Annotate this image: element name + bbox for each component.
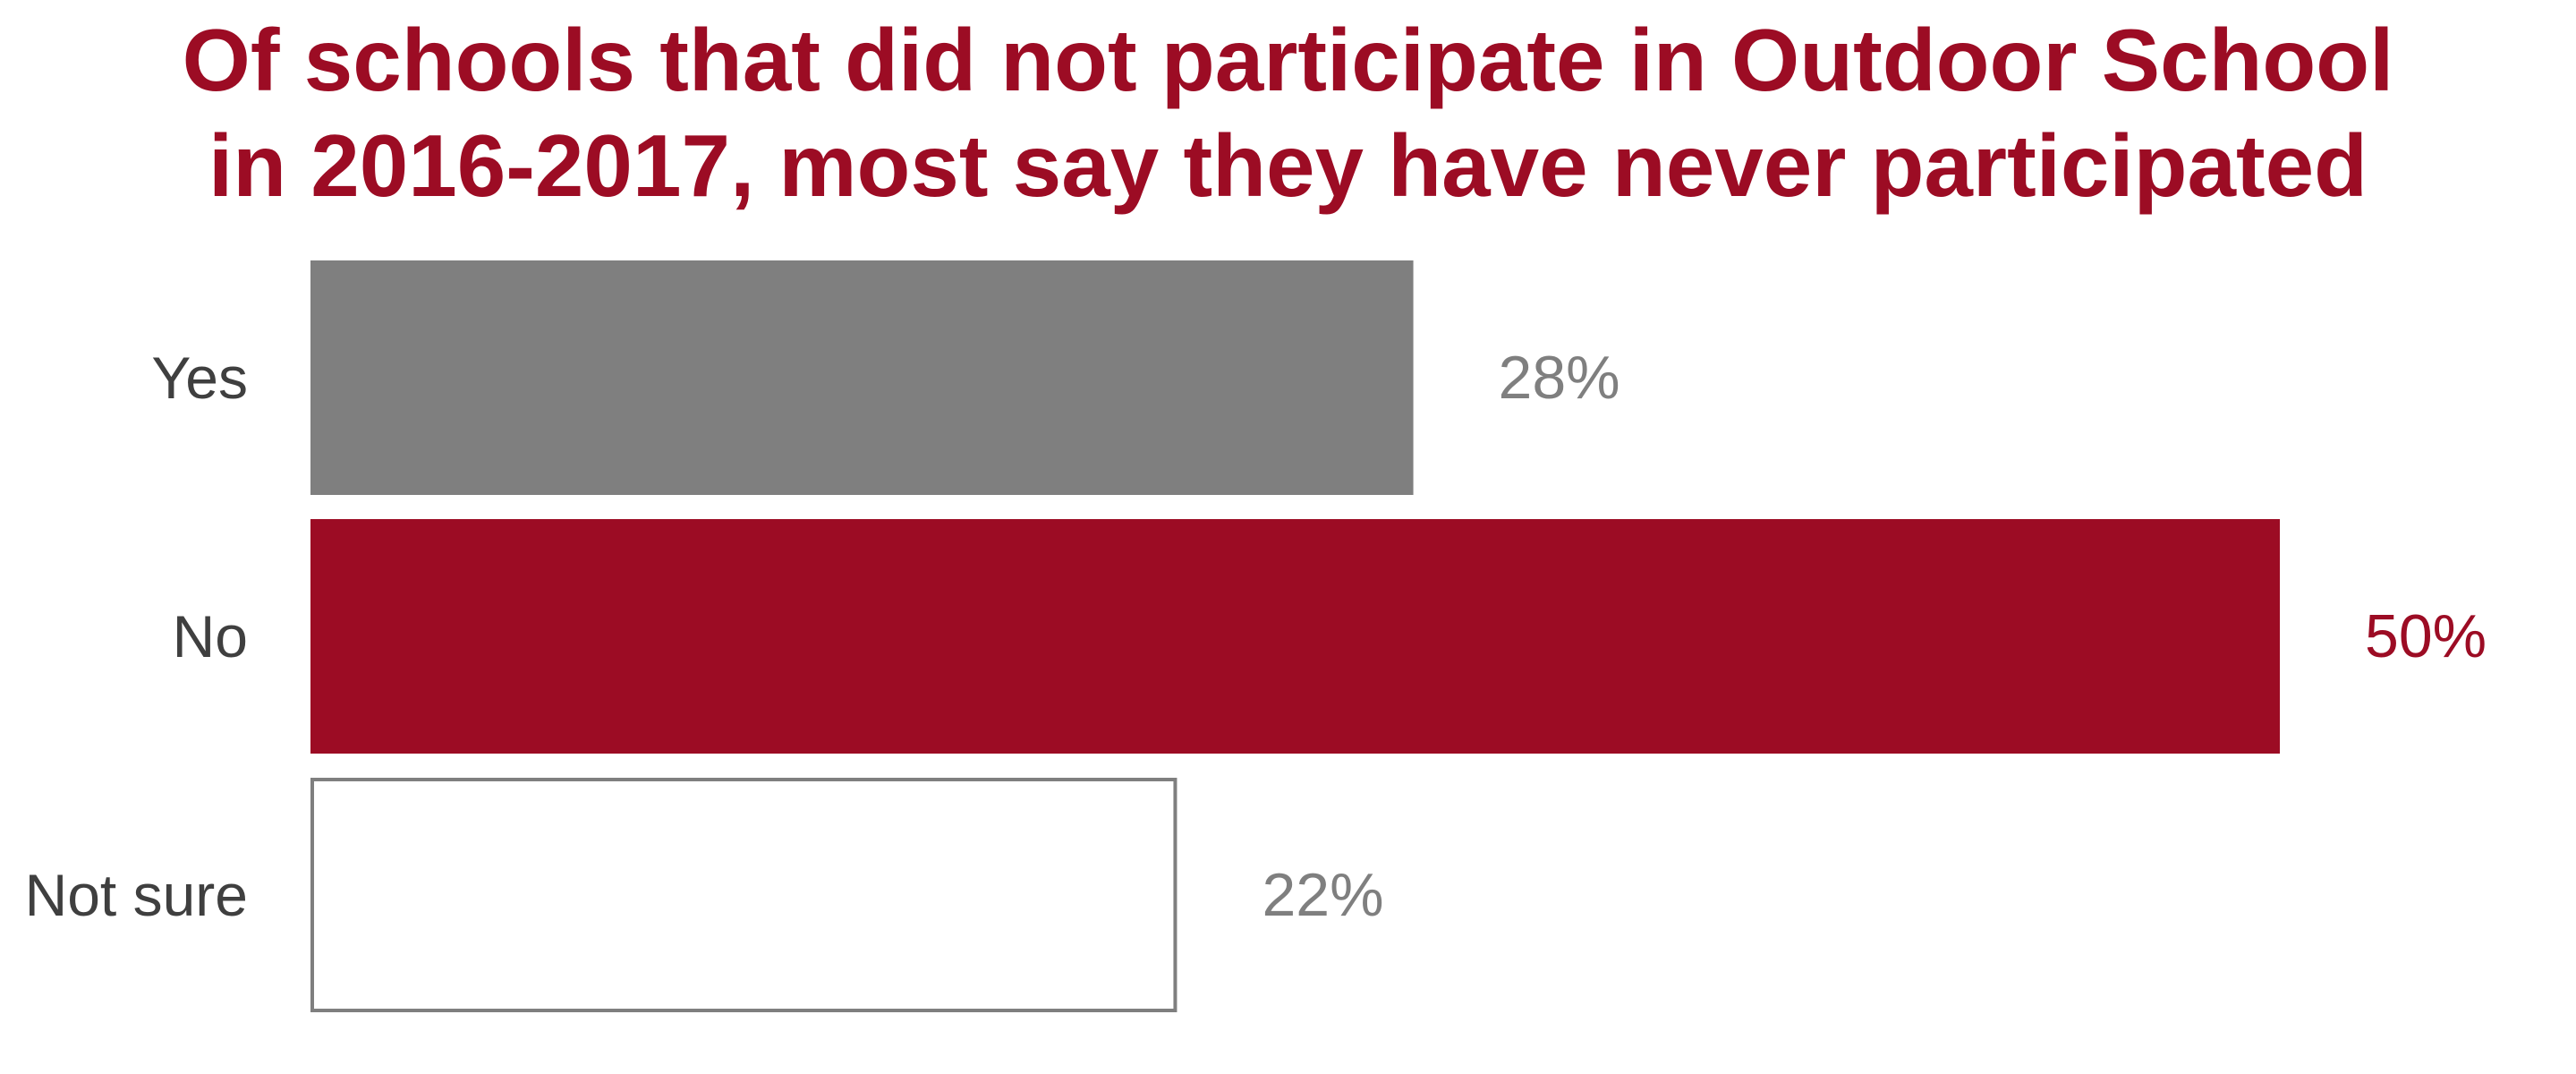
category-label-yes: Yes xyxy=(151,345,248,411)
bars-layer xyxy=(310,260,2280,1012)
category-label-not-sure: Not sure xyxy=(25,862,248,928)
category-label-no: No xyxy=(173,603,248,669)
chart-title: Of schools that did not participate in O… xyxy=(182,11,2394,215)
bar-yes xyxy=(310,260,1414,495)
labels-layer: Yes 28% No 50% Not sure 22% xyxy=(25,344,2487,929)
value-label-not-sure: 22% xyxy=(1262,861,1383,929)
value-label-no: 50% xyxy=(2365,602,2487,670)
bar-no xyxy=(310,519,2280,754)
value-label-yes: 28% xyxy=(1499,344,1620,412)
bar-not-sure xyxy=(310,778,1177,1012)
